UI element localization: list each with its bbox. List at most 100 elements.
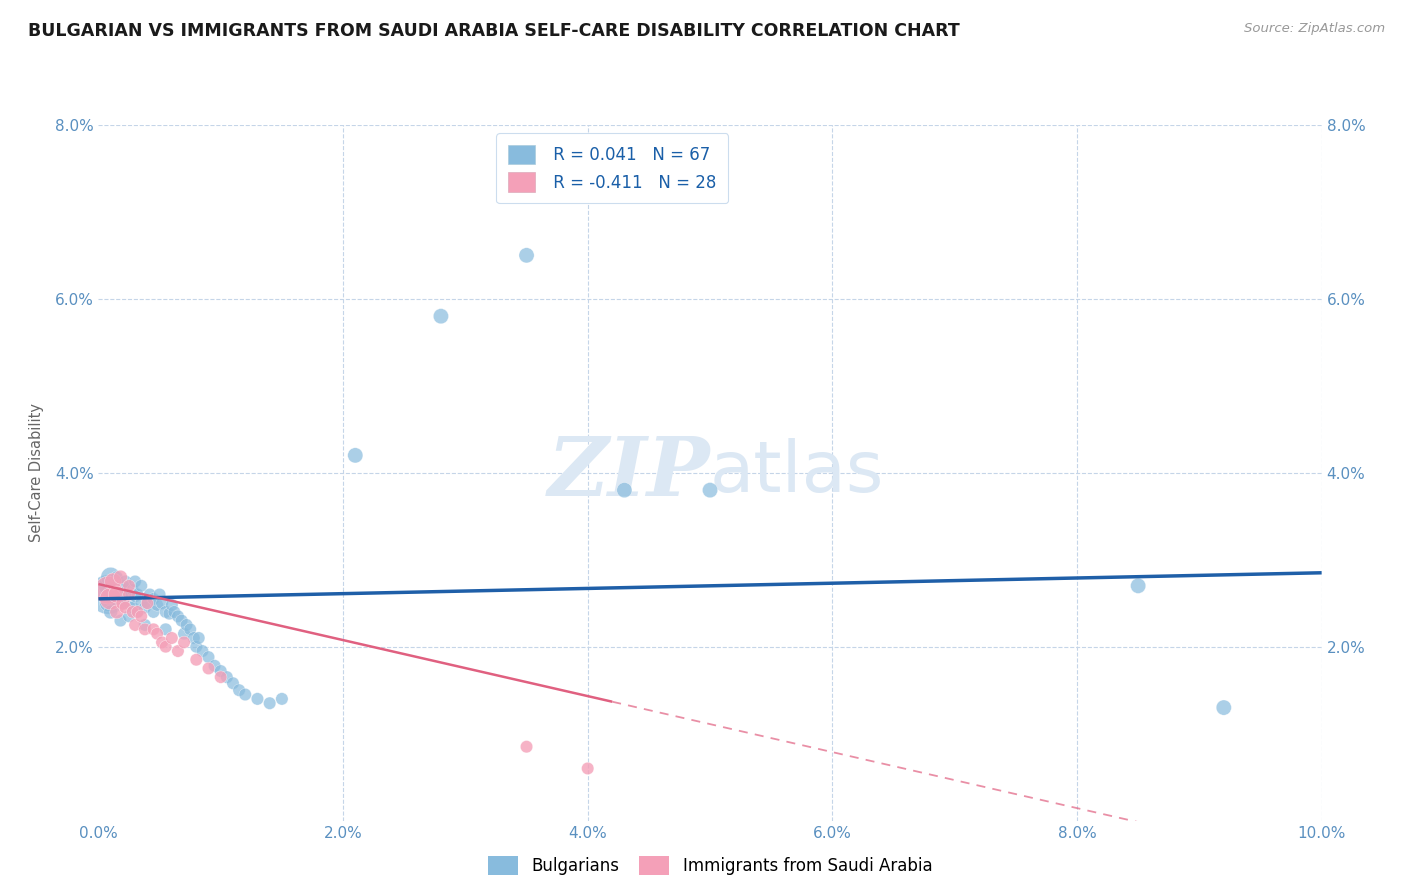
Point (142, 623, 165, 637)
Point (121, 600, 143, 615)
Point (516, 248, 538, 262)
Point (97, 583, 120, 598)
Point (111, 596, 134, 610)
Point (110, 596, 132, 610)
Point (97, 596, 120, 610)
Point (134, 600, 156, 615)
Point (163, 605, 186, 619)
Point (101, 579, 124, 593)
Point (139, 588, 162, 602)
Point (173, 626, 195, 640)
Point (121, 605, 143, 619)
Point (183, 631, 205, 645)
Point (204, 658, 226, 673)
Point (127, 605, 149, 619)
Point (142, 605, 165, 619)
Text: ZIP: ZIP (547, 433, 710, 513)
Point (155, 605, 177, 619)
Point (100, 591, 122, 606)
Point (127, 605, 149, 619)
Point (259, 696, 281, 710)
Y-axis label: Self-Care Disability: Self-Care Disability (28, 403, 44, 542)
Point (176, 618, 198, 632)
Point (576, 761, 599, 775)
Point (136, 596, 159, 610)
Point (209, 664, 232, 678)
Point (209, 670, 232, 684)
Point (97, 579, 120, 593)
Point (146, 598, 169, 612)
Point (101, 574, 124, 589)
Point (146, 626, 169, 640)
Point (118, 609, 141, 624)
Text: Source: ZipAtlas.com: Source: ZipAtlas.com (1244, 22, 1385, 36)
Point (430, 309, 453, 323)
Point (228, 683, 250, 698)
Point (118, 579, 141, 593)
Point (105, 583, 128, 598)
Text: atlas: atlas (710, 438, 884, 508)
Point (110, 570, 132, 584)
Legend: Bulgarians, Immigrants from Saudi Arabia: Bulgarians, Immigrants from Saudi Arabia (481, 849, 939, 882)
Point (167, 609, 190, 624)
Point (246, 692, 269, 706)
Text: BULGARIAN VS IMMIGRANTS FROM SAUDI ARABIA SELF-CARE DISABILITY CORRELATION CHART: BULGARIAN VS IMMIGRANTS FROM SAUDI ARABI… (28, 22, 960, 40)
Point (104, 591, 127, 606)
Point (233, 688, 256, 702)
Point (142, 591, 165, 606)
Point (187, 631, 209, 645)
Point (186, 653, 208, 667)
Point (124, 574, 146, 589)
Point (129, 579, 152, 593)
Point (167, 644, 190, 658)
Point (699, 483, 721, 498)
Point (118, 596, 141, 610)
Point (134, 618, 156, 632)
Point (160, 631, 183, 645)
Point (157, 607, 180, 621)
Point (121, 583, 143, 598)
Point (149, 588, 172, 602)
Point (129, 596, 152, 610)
Point (127, 588, 149, 602)
Point (97, 588, 120, 602)
Point (105, 588, 128, 602)
Point (150, 596, 173, 610)
Point (197, 661, 219, 675)
Point (173, 635, 195, 649)
Point (118, 588, 141, 602)
Point (124, 589, 146, 603)
Point (270, 692, 292, 706)
Point (100, 605, 122, 619)
Point (344, 448, 367, 462)
Point (105, 605, 128, 619)
Point (155, 623, 177, 637)
Point (110, 614, 132, 628)
Point (1212, 700, 1234, 714)
Point (111, 579, 134, 593)
Point (100, 588, 122, 602)
Point (136, 596, 159, 610)
Point (179, 623, 201, 637)
Point (222, 676, 245, 690)
Point (1128, 579, 1150, 593)
Point (114, 600, 136, 615)
Point (613, 483, 636, 498)
Point (111, 596, 134, 610)
Point (100, 570, 122, 584)
Point (516, 739, 538, 754)
Point (114, 574, 136, 589)
Point (186, 640, 208, 654)
Point (118, 588, 141, 602)
Point (150, 635, 173, 649)
Point (191, 644, 214, 658)
Point (134, 623, 156, 637)
Point (197, 650, 219, 665)
Point (215, 670, 238, 684)
Point (129, 609, 152, 624)
Point (160, 598, 183, 612)
Point (155, 640, 177, 654)
Point (124, 618, 146, 632)
Point (114, 588, 136, 602)
Point (105, 570, 128, 584)
